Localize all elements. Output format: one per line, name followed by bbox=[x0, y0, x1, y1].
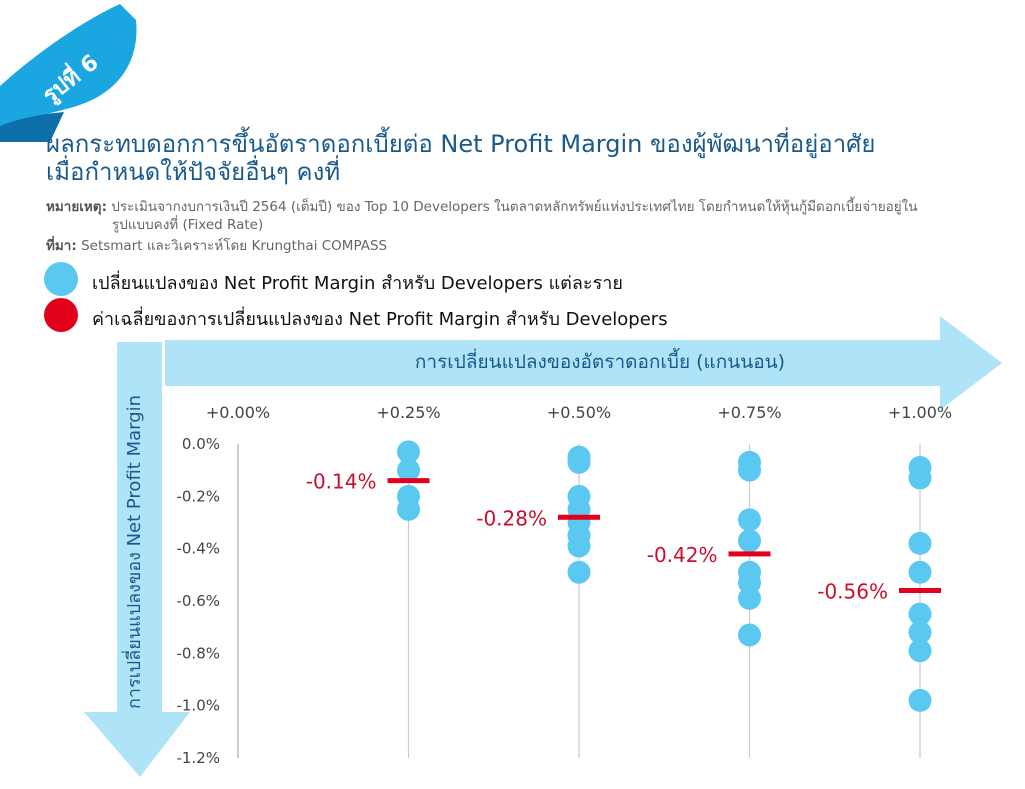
developer-point bbox=[567, 534, 591, 558]
y-tick-label: 0.0% bbox=[182, 435, 220, 453]
data-points bbox=[397, 440, 932, 712]
developer-point bbox=[908, 639, 932, 663]
average-label: -0.14% bbox=[306, 470, 377, 494]
y-tick-label: -1.2% bbox=[176, 749, 220, 767]
developer-point bbox=[397, 497, 420, 521]
source-line: ที่มา: Setsmart และวิเคราะห์โดย Krungtha… bbox=[46, 237, 387, 255]
developer-point bbox=[738, 586, 761, 610]
source-text: Setsmart และวิเคราะห์โดย Krungthai COMPA… bbox=[81, 238, 388, 254]
note-line-1: หมายเหตุ: ประเมินจากงบการเงินปี 2564 (เต… bbox=[46, 198, 917, 216]
average-label: -0.42% bbox=[647, 543, 718, 567]
average-marker bbox=[899, 588, 941, 594]
x-axis-arrow bbox=[165, 316, 1002, 410]
average-label: -0.28% bbox=[476, 506, 547, 530]
developer-point bbox=[908, 602, 932, 626]
figure-badge: รูปที่ 6 bbox=[0, 4, 137, 142]
average-marker bbox=[728, 551, 771, 557]
developer-point bbox=[738, 458, 761, 482]
developer-point bbox=[397, 440, 420, 464]
x-tick-label: +0.75% bbox=[717, 403, 781, 422]
developer-point bbox=[908, 466, 932, 490]
legend-individual-label: เปลี่ยนแปลงของ Net Profit Margin สำหรับ … bbox=[92, 273, 623, 294]
y-tick-labels: 0.0% -0.2% -0.4% -0.6% -0.8% -1.0% -1.2% bbox=[176, 435, 220, 767]
average-marker bbox=[558, 514, 600, 520]
developer-point bbox=[738, 508, 761, 532]
legend-average-label: ค่าเฉลี่ยของการเปลี่ยนแปลงของ Net Profit… bbox=[92, 309, 668, 330]
average-marker bbox=[387, 478, 430, 484]
note-text-1: ประเมินจากงบการเงินปี 2564 (เต็มปี) ของ … bbox=[111, 199, 918, 215]
developer-point bbox=[908, 620, 932, 644]
average-label: -0.56% bbox=[817, 580, 888, 604]
note-label: หมายเหตุ: bbox=[46, 199, 107, 215]
y-tick-label: -0.4% bbox=[176, 540, 220, 558]
note-line-2: รูปแบบคงที่ (Fixed Rate) bbox=[112, 217, 264, 233]
developer-point bbox=[397, 458, 420, 482]
y-tick-label: -0.2% bbox=[176, 487, 220, 505]
legend-blue-dot bbox=[44, 262, 78, 296]
developer-point bbox=[908, 531, 932, 555]
legend-red-dot bbox=[44, 298, 78, 332]
x-tick-label: +0.50% bbox=[547, 403, 611, 422]
developer-point bbox=[567, 450, 591, 474]
axis-arrows bbox=[84, 316, 1002, 777]
source-label: ที่มา: bbox=[46, 238, 77, 254]
developer-point bbox=[738, 529, 761, 553]
x-tick-label: +0.00% bbox=[206, 403, 270, 422]
x-tick-label: +0.25% bbox=[376, 403, 440, 422]
developer-point bbox=[567, 560, 591, 584]
developer-point bbox=[908, 688, 932, 712]
y-tick-label: -0.8% bbox=[176, 644, 220, 662]
developer-point bbox=[908, 560, 932, 584]
average-markers: -0.14% -0.28% -0.42% -0.56% bbox=[306, 470, 941, 604]
chart-title-line-1: ผลกระทบดอกการขึ้นอัตราดอกเบี้ยต่อ Net Pr… bbox=[46, 130, 876, 158]
developer-point bbox=[738, 623, 761, 647]
x-axis-title: การเปลี่ยนแปลงของอัตราดอกเบี้ย (แกนนอน) bbox=[415, 348, 785, 373]
y-tick-label: -0.6% bbox=[176, 592, 220, 610]
y-axis-arrow bbox=[84, 342, 190, 777]
y-tick-label: -1.0% bbox=[176, 697, 220, 715]
x-tick-label: +1.00% bbox=[888, 403, 952, 422]
x-tick-labels: +0.00% +0.25% +0.50% +0.75% +1.00% bbox=[206, 403, 952, 422]
chart-title-line-2: เมื่อกำหนดให้ปัจจัยอื่นๆ คงที่ bbox=[46, 158, 341, 186]
y-axis-title: การเปลี่ยนแปลงของ Net Profit Margin bbox=[121, 395, 145, 709]
